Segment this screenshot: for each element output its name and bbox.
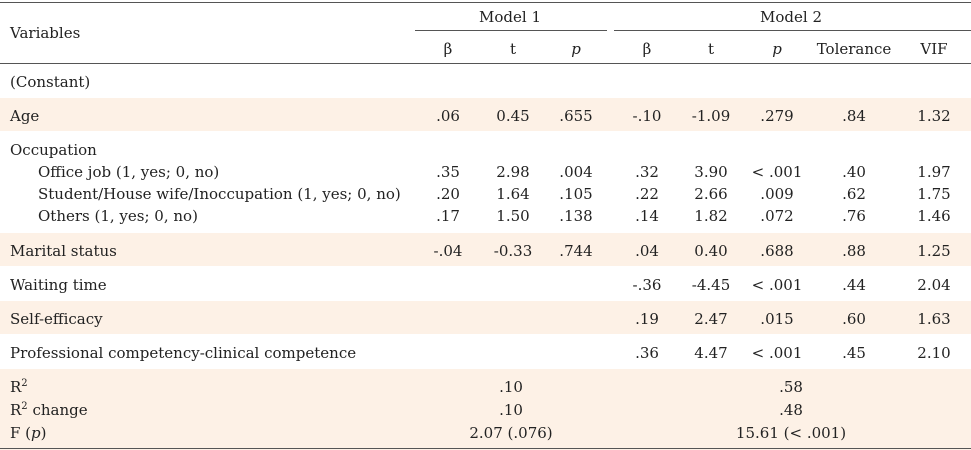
row-label-marital: Marital status (10, 242, 117, 260)
others-m2-t: 1.82 (694, 207, 728, 225)
row-band-marital (0, 233, 971, 266)
office-m2-t: 3.90 (694, 163, 728, 181)
waiting-m2-vif: 2.04 (917, 276, 951, 294)
selfeff-m2-vif: 1.63 (917, 310, 951, 328)
marital-m2-vif: 1.25 (917, 242, 951, 260)
marital-m1-beta: -.04 (433, 242, 463, 260)
col-p-m1: p (571, 40, 581, 58)
waiting-m2-p: < .001 (751, 276, 803, 294)
top-rule (0, 2, 971, 3)
office-m1-beta: .35 (436, 163, 460, 181)
profcomp-m2-t: 4.47 (694, 344, 728, 362)
col-beta-m2: β (642, 40, 652, 58)
marital-m1-t: -0.33 (493, 242, 533, 260)
marital-m2-beta: .04 (635, 242, 659, 260)
row-label-age: Age (10, 107, 40, 125)
col-vif: VIF (920, 40, 948, 58)
r2-m1: .10 (499, 378, 523, 396)
office-m2-tolerance: .40 (842, 163, 866, 181)
row-band-selfeff (0, 301, 971, 334)
row-label-student: Student/House wife/Inoccupation (1, yes;… (38, 185, 401, 203)
model2-rule (614, 30, 971, 31)
profcomp-m2-vif: 2.10 (917, 344, 951, 362)
header-model1: Model 1 (479, 8, 541, 26)
office-m2-vif: 1.97 (917, 163, 951, 181)
profcomp-m2-beta: .36 (635, 344, 659, 362)
profcomp-m2-p: < .001 (751, 344, 803, 362)
others-m2-beta: .14 (635, 207, 659, 225)
r2change-m2: .48 (779, 401, 803, 419)
profcomp-m2-tolerance: .45 (842, 344, 866, 362)
student-m2-tolerance: .62 (842, 185, 866, 203)
others-m1-p: .138 (559, 207, 593, 225)
age-m2-t: -1.09 (691, 107, 731, 125)
office-m1-t: 2.98 (496, 163, 530, 181)
others-m2-p: .072 (760, 207, 794, 225)
r2-m2: .58 (779, 378, 803, 396)
student-m2-beta: .22 (635, 185, 659, 203)
others-m1-t: 1.50 (496, 207, 530, 225)
age-m1-p: .655 (559, 107, 593, 125)
age-m1-t: 0.45 (496, 107, 530, 125)
f-m2: 15.61 (< .001) (735, 424, 847, 442)
marital-m2-t: 0.40 (694, 242, 728, 260)
model1-rule (415, 30, 607, 31)
age-m2-vif: 1.32 (917, 107, 951, 125)
waiting-m2-beta: -.36 (632, 276, 662, 294)
marital-m1-p: .744 (559, 242, 593, 260)
student-m2-p: .009 (760, 185, 794, 203)
summary-label-r2: R2 (10, 378, 28, 396)
row-band-age (0, 98, 971, 131)
row-label-selfeff: Self-efficacy (10, 310, 103, 328)
student-m1-t: 1.64 (496, 185, 530, 203)
r2change-m1: .10 (499, 401, 523, 419)
col-p-m2: p (772, 40, 782, 58)
bottom-rule (0, 448, 971, 449)
marital-m2-p: .688 (760, 242, 794, 260)
selfeff-m2-tolerance: .60 (842, 310, 866, 328)
row-label-others: Others (1, yes; 0, no) (38, 207, 198, 225)
marital-m2-tolerance: .88 (842, 242, 866, 260)
office-m2-beta: .32 (635, 163, 659, 181)
summary-label-f: F (p) (10, 424, 47, 442)
row-label-occupation: Occupation (10, 141, 97, 159)
header-model2: Model 2 (760, 8, 822, 26)
student-m2-vif: 1.75 (917, 185, 951, 203)
f-m1: 2.07 (.076) (469, 424, 553, 442)
others-m1-beta: .17 (436, 207, 460, 225)
waiting-m2-tolerance: .44 (842, 276, 866, 294)
row-label-office: Office job (1, yes; 0, no) (38, 163, 220, 181)
student-m1-p: .105 (559, 185, 593, 203)
col-tolerance: Tolerance (816, 40, 892, 58)
col-t-m1: t (509, 40, 517, 58)
student-m1-beta: .20 (436, 185, 460, 203)
summary-label-r2change: R2 change (10, 401, 88, 419)
others-m2-vif: 1.46 (917, 207, 951, 225)
col-t-m2: t (707, 40, 715, 58)
age-m2-p: .279 (760, 107, 794, 125)
selfeff-m2-beta: .19 (635, 310, 659, 328)
row-label-profcomp: Professional competency-clinical compete… (10, 344, 357, 362)
student-m2-t: 2.66 (694, 185, 728, 203)
header-rule (0, 63, 971, 64)
age-m1-beta: .06 (436, 107, 460, 125)
age-m2-beta: -.10 (632, 107, 662, 125)
selfeff-m2-p: .015 (760, 310, 794, 328)
row-label-waiting: Waiting time (10, 276, 107, 294)
office-m2-p: < .001 (751, 163, 803, 181)
col-beta-m1: β (443, 40, 453, 58)
selfeff-m2-t: 2.47 (694, 310, 728, 328)
header-variables: Variables (10, 24, 81, 42)
age-m2-tolerance: .84 (842, 107, 866, 125)
waiting-m2-t: -4.45 (691, 276, 731, 294)
office-m1-p: .004 (559, 163, 593, 181)
others-m2-tolerance: .76 (842, 207, 866, 225)
row-label-constant: (Constant) (10, 73, 91, 91)
row-band-summary (0, 369, 971, 450)
